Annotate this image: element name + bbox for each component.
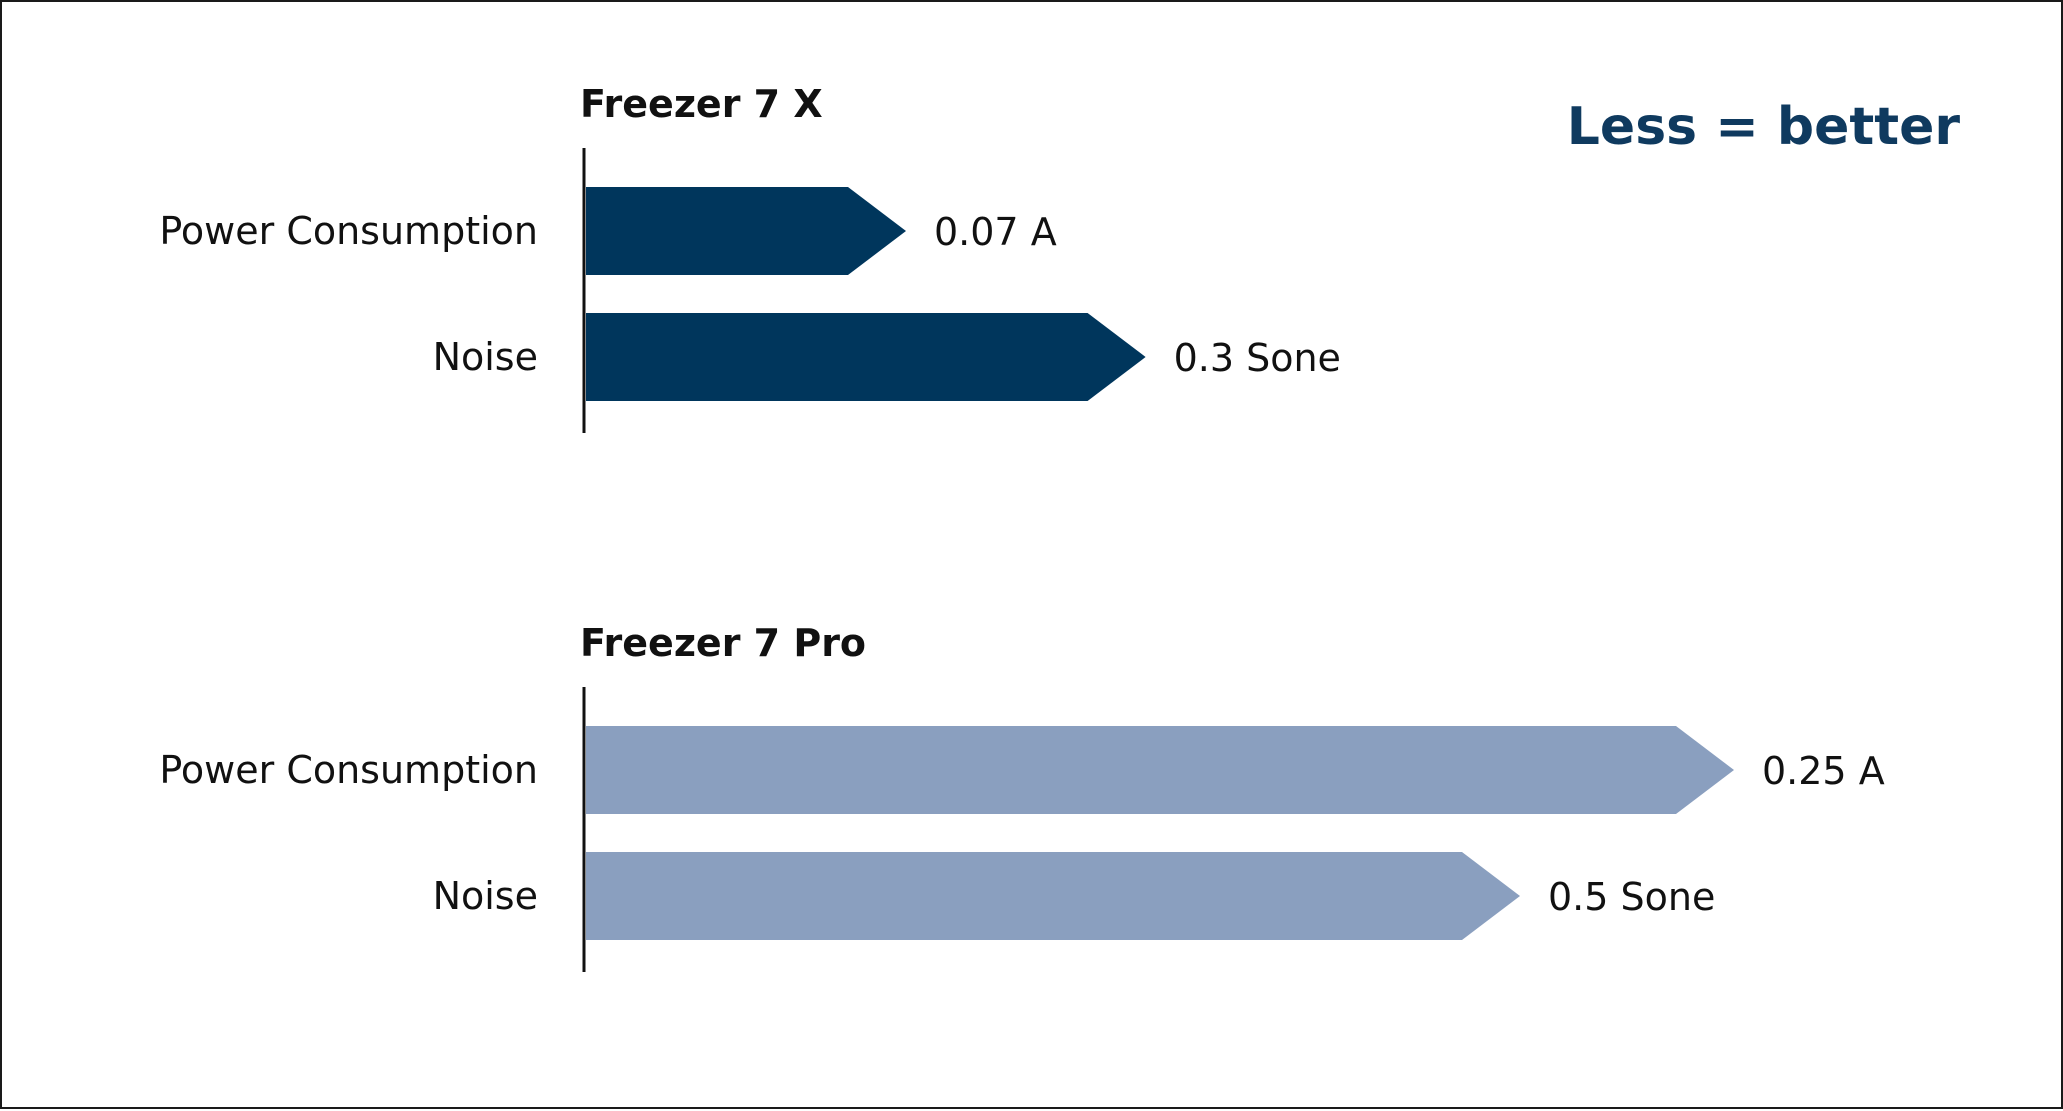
value-label: 0.07 A	[934, 210, 1057, 254]
bar	[586, 726, 1734, 814]
bar	[586, 852, 1520, 940]
group-title: Freezer 7 Pro	[580, 621, 866, 665]
value-label: 0.5 Sone	[1548, 875, 1715, 919]
bar	[586, 313, 1146, 401]
bar	[586, 187, 906, 275]
value-label: 0.3 Sone	[1174, 336, 1341, 380]
category-label: Noise	[433, 335, 538, 379]
chart-note: Less = better	[1567, 97, 1961, 157]
group-title: Freezer 7 X	[580, 82, 823, 126]
category-label: Power Consumption	[159, 748, 538, 792]
category-label: Noise	[433, 874, 538, 918]
value-label: 0.25 A	[1762, 749, 1885, 793]
category-label: Power Consumption	[159, 209, 538, 253]
